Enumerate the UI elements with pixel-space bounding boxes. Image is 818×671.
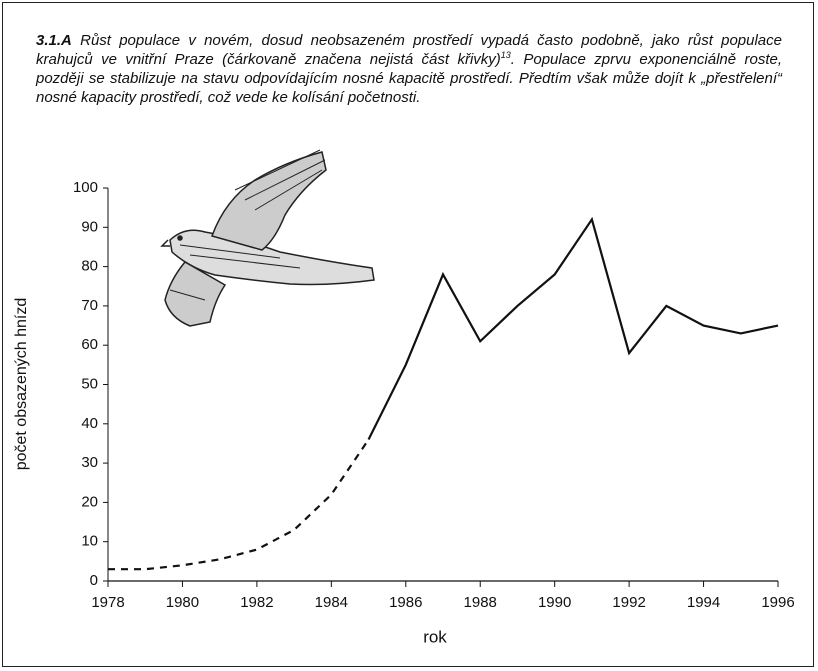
x-tick-label: 1980 <box>166 594 199 611</box>
y-tick-label: 40 <box>81 415 98 432</box>
x-tick-label: 1988 <box>464 594 497 611</box>
x-tick-label: 1984 <box>315 594 348 611</box>
caption-label: 3.1.A <box>36 32 72 49</box>
x-tick-label: 1990 <box>538 594 571 611</box>
y-tick-label: 100 <box>73 179 98 196</box>
x-tick-label: 1978 <box>91 594 124 611</box>
caption-text-after: . Populace zprvu exponenciálně roste, po… <box>36 51 783 106</box>
x-tick-label: 1986 <box>389 594 422 611</box>
y-axis-label: počet obsazených hnízd <box>13 298 30 471</box>
data-line <box>367 216 779 441</box>
hawk-illustration <box>160 149 375 327</box>
y-tick-label: 90 <box>81 218 98 235</box>
y-tick-label: 0 <box>90 572 98 589</box>
x-tick-label: 1982 <box>240 594 273 611</box>
caption-ref: 13 <box>500 50 511 60</box>
y-tick-label: 70 <box>81 297 98 314</box>
y-tick-label: 80 <box>81 258 98 275</box>
x-tick-label: 1996 <box>761 594 794 611</box>
x-axis-label: rok <box>423 627 447 646</box>
y-tick-label: 30 <box>81 454 98 471</box>
y-tick-label: 60 <box>81 336 98 353</box>
caption-text: Růst populace v novém, dosud neobsazeném… <box>36 32 782 68</box>
data-line <box>108 438 370 571</box>
y-tick-label: 20 <box>81 493 98 510</box>
y-tick-label: 50 <box>81 375 98 392</box>
y-tick-label: 10 <box>81 533 98 550</box>
x-tick-label: 1992 <box>612 594 645 611</box>
x-tick-label: 1994 <box>687 594 720 611</box>
caption: 3.1.A Růst populace v novém, dosud neobs… <box>36 31 782 107</box>
